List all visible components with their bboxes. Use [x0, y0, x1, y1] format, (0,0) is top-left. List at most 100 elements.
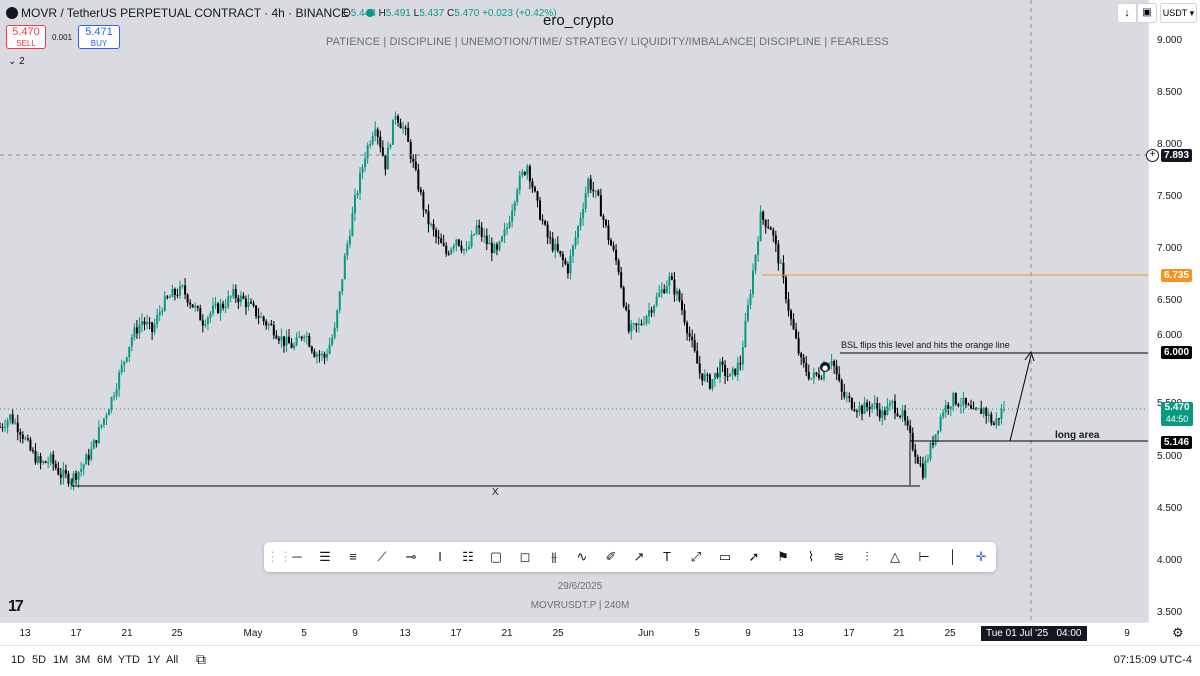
sell-button[interactable]: 5.470 SELL: [6, 25, 46, 49]
horizontal-line-icon[interactable]: ⊸: [405, 549, 417, 564]
candle-body: [87, 454, 90, 460]
candle-body: [635, 323, 638, 326]
zigzag-icon[interactable]: ⌇: [807, 549, 815, 564]
candle-body: [571, 245, 574, 256]
candle-body: [914, 449, 917, 457]
candle-body: [204, 324, 207, 326]
currency-select[interactable]: USDT ▾: [1160, 3, 1197, 23]
range-ytd[interactable]: YTD: [118, 654, 140, 666]
price-chart[interactable]: ●: [0, 0, 1148, 622]
candle-body: [670, 276, 673, 280]
range-1y[interactable]: 1Y: [147, 654, 161, 666]
candle-body: [470, 235, 473, 247]
price-axis[interactable]: 9.000 8.500 8.000 7.500 7.000 6.500 6.00…: [1148, 0, 1200, 622]
clock-display[interactable]: 07:15:09 UTC-4: [1113, 654, 1192, 666]
candle-body: [173, 289, 176, 295]
goto-date-icon[interactable]: ⧉: [196, 651, 206, 667]
text-icon[interactable]: T: [663, 549, 671, 564]
candle-body: [257, 316, 260, 318]
candle-body: [660, 289, 663, 294]
range-1m[interactable]: 1M: [53, 654, 69, 666]
candle-body: [239, 295, 242, 303]
range-3m[interactable]: 3M: [75, 654, 91, 666]
candle-body: [741, 347, 744, 365]
long-position-icon[interactable]: ⫵: [551, 549, 557, 564]
candle-body: [460, 245, 463, 251]
vertical-line-icon[interactable]: │: [948, 549, 958, 564]
ohlc-values: O5.448 H5.491 L5.437 C5.470 +0.023 (+0.4…: [343, 8, 557, 19]
candle-body: [561, 253, 564, 261]
candle-body: [916, 456, 919, 464]
candle-body: [587, 178, 590, 194]
candle-body: [787, 299, 790, 311]
indicators-toggle[interactable]: ⌄ 2: [8, 56, 25, 67]
horizontal-ray-icon[interactable]: ─: [292, 549, 302, 564]
parallel-channel-icon[interactable]: ☰: [319, 549, 331, 564]
arrow-marker-icon[interactable]: ↗: [633, 549, 645, 564]
time-tick: 17: [450, 628, 462, 639]
crosshair-add-icon[interactable]: +: [1146, 149, 1159, 162]
arrow-icon[interactable]: ➚: [748, 549, 760, 564]
range-all[interactable]: All: [166, 654, 179, 666]
snapshot-button[interactable]: ▣: [1137, 3, 1157, 23]
drawing-toolbar: ⋮⋮ ─ ☰ ≡ ⟋ ⊸ I ☷ ▢ ◻ ⫵ ∿ ✐ ↗ T ⤢ ▭ ➚ ⚑ ⌇…: [264, 542, 996, 572]
range-5d[interactable]: 5D: [32, 654, 47, 666]
date-price-range-icon[interactable]: ⊢: [918, 549, 930, 564]
candle-body: [779, 262, 782, 264]
candle-body: [118, 372, 121, 390]
candle-body: [632, 323, 635, 325]
candle-body: [937, 430, 940, 434]
candle-body: [176, 294, 179, 296]
crosshair-time-badge: Tue 01 Jul '25 04:00: [981, 626, 1087, 641]
candle-body: [366, 145, 369, 159]
candle-body: [179, 285, 182, 296]
flag-icon[interactable]: ⚑: [777, 549, 789, 564]
path-icon[interactable]: ⤢: [690, 549, 702, 564]
candle-body: [270, 324, 273, 326]
range-6m[interactable]: 6M: [97, 654, 113, 666]
time-axis[interactable]: 13 17 21 25 May 5 9 13 17 21 25 Jun 5 9 …: [0, 622, 1184, 645]
download-icon: ↓: [1124, 7, 1130, 19]
callout-icon[interactable]: ◻: [519, 549, 531, 564]
fib-retracement-icon[interactable]: ≡: [349, 549, 357, 564]
brush-icon[interactable]: ✐: [605, 549, 617, 564]
candle-body: [708, 374, 711, 389]
candle-body: [764, 219, 767, 227]
candle-body: [559, 250, 562, 254]
symbol-title[interactable]: MOVR / TetherUS PERPETUAL CONTRACT · 4h …: [6, 6, 375, 20]
buy-button[interactable]: 5.471 BUY: [78, 25, 120, 49]
toolbar-drag-handle[interactable]: ⋮⋮: [266, 549, 292, 564]
rectangle-icon[interactable]: ▢: [489, 549, 503, 564]
date-range-icon[interactable]: ☷: [462, 549, 474, 564]
candle-body: [642, 323, 645, 325]
candle-body: [774, 235, 777, 245]
chart-pane[interactable]: ● MOVR / TetherUS PERPETUAL CONTRACT · 4…: [0, 0, 1148, 622]
trend-line-icon[interactable]: ⟋: [377, 549, 387, 564]
candle-body: [300, 336, 303, 339]
price-range-icon[interactable]: I: [438, 549, 442, 564]
candle-body: [939, 416, 942, 431]
candle-body: [982, 408, 985, 414]
candle-body: [62, 469, 65, 478]
range-1d[interactable]: 1D: [11, 654, 26, 666]
candle-body: [326, 353, 329, 358]
candle-body: [146, 322, 149, 325]
settings-gear-icon[interactable]: ⚙: [1172, 625, 1184, 640]
fib-fan-icon[interactable]: ≋: [833, 549, 845, 564]
candle-body: [838, 374, 841, 381]
candle-body: [462, 249, 465, 251]
pitchfork-icon[interactable]: ⫶: [865, 549, 869, 564]
candle-body: [442, 243, 445, 246]
polyline-icon[interactable]: △: [890, 549, 900, 564]
candle-body: [719, 361, 722, 378]
crosshair-icon[interactable]: ✛: [975, 549, 987, 564]
download-button[interactable]: ↓: [1117, 3, 1137, 23]
candle-body: [777, 244, 780, 264]
candle-body: [148, 322, 151, 324]
comment-icon[interactable]: ▭: [718, 549, 732, 564]
axis-tick: 3.500: [1157, 607, 1183, 618]
curve-icon[interactable]: ∿: [576, 549, 588, 564]
candle-body: [290, 343, 293, 348]
candle-body: [577, 226, 580, 238]
axis-tick: 7.500: [1157, 191, 1183, 202]
